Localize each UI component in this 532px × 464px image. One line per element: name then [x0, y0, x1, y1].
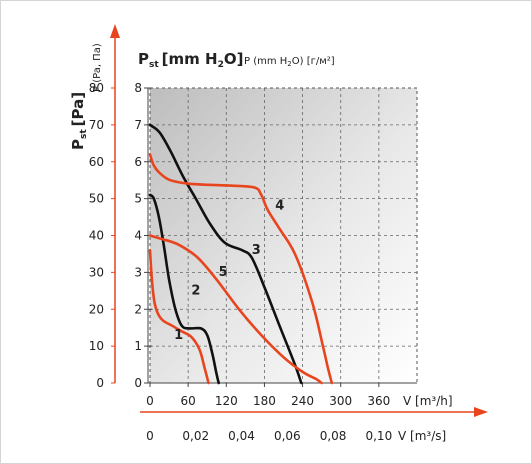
curve-4 [148, 153, 334, 385]
y-inner-tick-label: 2 [134, 302, 142, 316]
y-outer-tick-label: 80 [89, 81, 104, 95]
y-outer-tick-label: 20 [89, 302, 104, 316]
y-outer-tick-label: 70 [89, 118, 104, 132]
svg-text:P (mm H2O) [г/м²]: P (mm H2O) [г/м²] [244, 56, 335, 68]
y-outer-tick-label: 10 [89, 339, 104, 353]
x-axis-m3h-label: V [m³/h] [403, 394, 453, 408]
x-m3h-tick-label: 0 [146, 394, 154, 408]
curve-labels: 1 2 3 4 5 [174, 199, 284, 343]
svg-text:P (Pa, Па): P (Pa, Па) [92, 43, 103, 92]
x-m3h-tick-label: 120 [215, 394, 238, 408]
curve-label-2: 2 [191, 284, 200, 299]
y-outer-tick-label: 40 [89, 229, 104, 243]
y-outer-tick-label: 0 [96, 376, 104, 390]
x-axis-m3s-label: V [m³/s] [398, 429, 446, 443]
x-m3h-tick-label: 360 [367, 394, 390, 408]
y-axis-inner-title: Pst [mm H2O] P (mm H2O) [г/м²] [138, 50, 335, 70]
x-m3h-tick-label: 300 [329, 394, 352, 408]
y-inner-tick-label: 0 [134, 376, 142, 390]
curve-1 [148, 249, 210, 385]
y-inner-tick-label: 6 [134, 155, 142, 169]
curve-5 [148, 234, 323, 385]
x-axis-m3s-arrow [474, 407, 488, 417]
curve-label-5: 5 [219, 265, 228, 280]
svg-text:Pst[mm H2O]: Pst [mm H2O] [138, 50, 243, 70]
y-inner-tick-label: 4 [134, 229, 142, 243]
x-m3s-tick-label: 0 [146, 429, 154, 443]
x-m3s-tick-label: 0,10 [365, 429, 392, 443]
x-m3s-tick-label: 0,02 [182, 429, 209, 443]
svg-text:Pst[Pa]: Pst[Pa] [69, 92, 89, 150]
y-inner-tick-label: 7 [134, 118, 142, 132]
y-outer-tick-label: 30 [89, 265, 104, 279]
fan-curves [148, 123, 334, 385]
y-inner-tick-label: 1 [134, 339, 142, 353]
y-outer-tick-label: 50 [89, 192, 104, 206]
x-m3s-tick-label: 0,08 [320, 429, 347, 443]
y-inner-tick-label: 5 [134, 192, 142, 206]
x-m3s-tick-label: 0,04 [228, 429, 255, 443]
curve-2 [148, 193, 220, 385]
curve-label-4: 4 [275, 199, 284, 214]
x-m3s-tick-label: 0,06 [274, 429, 301, 443]
curve-3 [148, 123, 303, 385]
x-m3h-tick-label: 180 [253, 394, 276, 408]
y-outer-tick-label: 60 [89, 155, 104, 169]
curve-label-3: 3 [252, 243, 261, 258]
y-axis-outer-arrow [110, 24, 120, 38]
x-m3h-tick-label: 60 [181, 394, 196, 408]
y-inner-tick-label: 8 [134, 81, 142, 95]
x-m3h-tick-label: 240 [291, 394, 314, 408]
y-axis-outer-title: Pst[Pa] P (Pa, Па) [69, 43, 103, 150]
curve-label-1: 1 [174, 328, 183, 343]
y-inner-tick-label: 3 [134, 265, 142, 279]
axes [110, 24, 488, 417]
plot-frame [149, 87, 418, 384]
